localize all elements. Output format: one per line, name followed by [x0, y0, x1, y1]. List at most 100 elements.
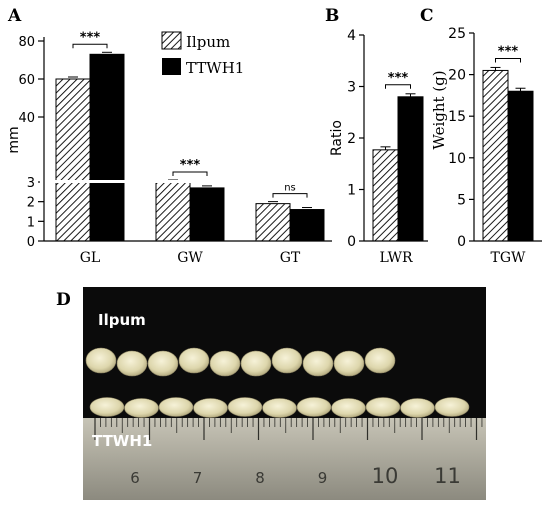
chart-a-bars — [40, 51, 325, 242]
chart-c-bar — [482, 69, 509, 242]
chart-b-xlabels: LWR — [379, 250, 412, 266]
chart-a-significance-label: *** — [80, 30, 101, 45]
chart-b-ytick-label: 1 — [347, 183, 356, 199]
grain-ilpum — [209, 350, 241, 377]
grain-ttwh1 — [434, 397, 470, 417]
chart-a: mm 0 1 2 3 40 60 80 GL GW GT *** *** ns Ilpum TTWH… — [6, 30, 332, 266]
chart-a-axis-break — [40, 180, 300, 183]
chart-b-ylabel: Ratio — [329, 120, 345, 156]
chart-a-significance-bracket — [72, 43, 108, 49]
chart-a-significance: *** *** ns — [72, 30, 308, 198]
chart-c-yticks: 0 5 10 15 20 25 — [448, 26, 474, 250]
chart-a-ytick-label: 80 — [18, 35, 35, 50]
chart-b-bars — [372, 93, 424, 242]
ruler-numbers: 6 7 8 9 10 11 — [130, 464, 461, 488]
legend-swatch-ilpum — [161, 31, 182, 50]
chart-b-significance-label: *** — [388, 71, 409, 86]
chart-c-ytick-label: 5 — [457, 192, 466, 208]
chart-b-ytick-label: 4 — [347, 28, 356, 44]
grain-ttwh1 — [365, 397, 401, 417]
grain-ttwh1 — [227, 397, 263, 417]
chart-a-ytick-label: 40 — [18, 111, 35, 126]
chart-c-ytick-label: 0 — [457, 234, 466, 250]
chart-a-xtick-label: GT — [280, 250, 301, 266]
chart-a-significance-bracket — [272, 193, 308, 198]
grain-ttwh1 — [400, 398, 435, 418]
chart-c-xlabels: TGW — [491, 250, 527, 266]
panel-label-a: A — [7, 6, 22, 26]
chart-b-ytick-label: 3 — [347, 80, 356, 96]
chart-c-xtick-label: TGW — [491, 250, 527, 266]
grain-ttwh1 — [296, 397, 332, 417]
chart-b-ytick-label: 0 — [347, 234, 356, 250]
chart-a-bar — [155, 181, 191, 242]
chart-a-xtick-label: GL — [80, 250, 100, 266]
ruler-number: 8 — [255, 469, 265, 487]
grain-ttwh1 — [89, 397, 125, 417]
chart-a-significance-bracket — [172, 171, 208, 176]
chart-a-ytick-label: 2 — [27, 196, 35, 211]
chart-a-legend: Ilpum TTWH1 — [161, 31, 244, 77]
chart-a-ytick-label: 60 — [18, 73, 35, 88]
legend-swatch-ttwh1 — [162, 58, 181, 75]
grain-ilpum — [302, 350, 334, 377]
grains-ttwh1 — [89, 397, 470, 418]
chart-b-xtick-label: LWR — [379, 250, 412, 266]
chart-c-ytick-label: 25 — [448, 26, 466, 42]
grain-ttwh1 — [158, 397, 194, 417]
chart-c-bar — [507, 90, 534, 242]
grain-ilpum — [147, 350, 179, 377]
chart-b-yticks: 0 1 2 3 4 — [347, 28, 364, 250]
chart-c-bars — [482, 66, 534, 242]
ruler-number: 9 — [318, 469, 328, 487]
panel-label-d: D — [56, 290, 71, 310]
grain-ilpum — [333, 350, 365, 377]
photo-label-ilpum: Ilpum — [98, 311, 146, 329]
ruler-number: 10 — [372, 464, 399, 488]
ruler-number: 7 — [193, 469, 203, 487]
chart-a-ytick-label: 3 — [27, 176, 35, 191]
legend-label-ttwh1: TTWH1 — [186, 59, 244, 77]
chart-a-ytick-label: 0 — [27, 235, 35, 250]
grain-ilpum — [240, 350, 272, 377]
grain-ttwh1 — [331, 398, 366, 418]
grain-ilpum — [178, 347, 210, 374]
panel-label-c: C — [420, 6, 434, 26]
grain-ilpum — [116, 350, 148, 377]
chart-c: Weight (g) 0 5 10 15 20 25 TGW *** — [430, 26, 542, 266]
chart-a-ytick-label: 1 — [27, 215, 35, 230]
chart-b-bar — [372, 149, 399, 242]
grain-ilpum — [364, 347, 396, 374]
chart-c-ylabel: Weight (g) — [430, 70, 448, 149]
panel-label-b: B — [325, 6, 339, 26]
chart-c-significance: *** — [495, 44, 521, 63]
chart-b-significance-bracket — [385, 84, 411, 89]
ruler-number: 11 — [434, 464, 461, 488]
chart-a-bar — [89, 53, 125, 242]
chart-a-bar — [289, 209, 325, 242]
chart-b: Ratio 0 1 2 3 4 LWR *** — [329, 28, 428, 266]
ruler: 6 7 8 9 10 11 — [83, 418, 486, 500]
chart-a-xtick-label: GW — [177, 250, 203, 266]
chart-c-significance-label: *** — [498, 44, 519, 59]
legend-label-ilpum: Ilpum — [186, 33, 230, 51]
chart-b-significance: *** — [385, 71, 411, 89]
grain-ttwh1 — [124, 398, 159, 418]
chart-a-yticks: 0 1 2 3 40 60 80 — [18, 35, 44, 250]
ruler-body — [83, 418, 486, 500]
chart-c-ytick-label: 15 — [448, 109, 466, 125]
chart-a-significance-label: *** — [180, 158, 201, 173]
chart-c-ytick-label: 10 — [448, 151, 466, 167]
grain-ilpum — [85, 347, 117, 374]
chart-a-bar — [189, 187, 225, 242]
chart-b-bar — [397, 96, 424, 242]
ruler-ticks — [94, 418, 483, 440]
chart-a-significance-label: ns — [284, 183, 296, 194]
grain-ttwh1 — [262, 398, 297, 418]
chart-a-ylabel: mm — [6, 126, 22, 153]
chart-b-ytick-label: 2 — [347, 131, 356, 147]
chart-a-bar — [55, 78, 91, 242]
chart-a-bar — [255, 203, 291, 242]
chart-c-ytick-label: 20 — [448, 68, 466, 84]
